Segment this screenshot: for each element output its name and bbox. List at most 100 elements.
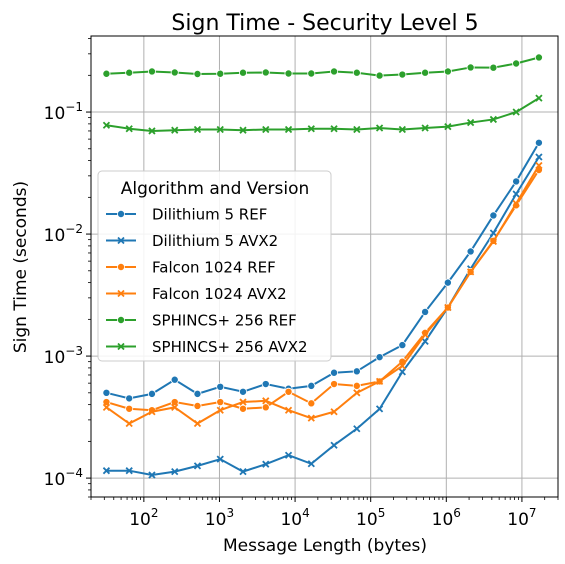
y-tick-label: 10−3	[44, 344, 83, 368]
data-point	[261, 403, 270, 412]
data-point-stroke	[375, 124, 384, 132]
data-point	[171, 403, 179, 411]
data-point-stroke	[307, 125, 315, 133]
legend-label: Dilithium 5 REF	[152, 206, 267, 224]
data-point	[421, 330, 429, 339]
data-point-stroke	[489, 229, 498, 237]
x-tick-label: 103	[205, 506, 234, 530]
legend-item: SPHINCS+ 256 AVX2	[106, 338, 308, 356]
x-tick-exponent: 7	[529, 506, 537, 520]
data-point-stroke	[444, 303, 452, 312]
data-point	[102, 388, 111, 397]
data-point	[102, 69, 111, 78]
data-point	[239, 126, 247, 134]
x-tick-base: 10	[507, 510, 529, 530]
data-point	[489, 63, 498, 72]
data-point	[534, 53, 543, 62]
data-point-stroke	[171, 467, 179, 476]
data-point-stroke	[125, 125, 133, 133]
data-point	[307, 381, 316, 390]
data-point	[512, 190, 520, 198]
legend-label: SPHINCS+ 256 REF	[152, 312, 297, 330]
data-point	[512, 177, 521, 186]
x-tick-base: 10	[280, 510, 302, 530]
y-tick-label: 10−2	[44, 222, 83, 246]
legend-item: Falcon 1024 AVX2	[106, 285, 287, 303]
data-point	[125, 467, 133, 475]
data-point	[352, 367, 361, 376]
data-point	[489, 211, 498, 220]
x-tick-exponent: 2	[151, 506, 159, 520]
data-point-stroke	[239, 126, 247, 134]
data-point	[398, 362, 406, 370]
y-tick-label: 10−4	[44, 466, 83, 490]
legend-item: Dilithium 5 AVX2	[106, 232, 278, 250]
data-point-stroke	[489, 115, 498, 124]
y-tick-base: 10	[44, 470, 66, 490]
data-point-stroke	[284, 125, 293, 134]
data-point	[117, 262, 126, 271]
data-point-stroke	[262, 125, 270, 134]
data-point	[102, 467, 111, 475]
data-point-stroke	[512, 108, 520, 116]
data-point-stroke	[193, 462, 202, 470]
data-point	[353, 125, 361, 134]
data-point	[512, 199, 520, 208]
data-point	[421, 68, 430, 77]
data-point	[284, 387, 293, 396]
data-point	[443, 67, 452, 76]
y-tick-exponent: −2	[65, 222, 83, 236]
series-line	[106, 156, 540, 477]
x-tick-exponent: 6	[453, 506, 461, 520]
data-point	[330, 408, 338, 416]
series	[102, 161, 543, 428]
data-point-stroke	[398, 362, 406, 370]
data-point-stroke	[330, 441, 338, 449]
data-point	[466, 63, 475, 72]
data-point	[489, 115, 498, 124]
data-point	[193, 125, 202, 134]
data-point	[443, 278, 452, 287]
data-point	[262, 125, 270, 134]
data-point	[307, 460, 315, 468]
data-point	[261, 380, 270, 389]
data-point-stroke	[117, 289, 125, 298]
data-point-stroke	[375, 405, 384, 413]
data-point	[535, 153, 543, 161]
y-axis-label: Sign Time (seconds)	[11, 181, 31, 353]
data-point	[421, 124, 429, 132]
x-tick-label: 105	[356, 506, 385, 530]
data-point	[147, 67, 156, 76]
data-point-stroke	[216, 406, 224, 414]
data-point-stroke	[148, 127, 156, 135]
data-point	[261, 68, 270, 77]
data-point-stroke	[330, 408, 338, 416]
data-point	[262, 397, 270, 405]
data-point	[193, 70, 202, 79]
data-point	[148, 471, 156, 479]
legend-item: Falcon 1024 REF	[106, 259, 276, 277]
data-point-stroke	[125, 419, 133, 428]
chart-title: Sign Time - Security Level 5	[171, 11, 478, 36]
data-point	[117, 315, 126, 324]
data-point-stroke	[375, 377, 384, 386]
data-point	[330, 67, 339, 76]
data-point	[330, 380, 339, 389]
legend-label: Falcon 1024 AVX2	[152, 285, 287, 303]
data-point	[398, 341, 407, 350]
data-point	[444, 122, 452, 131]
legend-item: Dilithium 5 REF	[106, 206, 267, 224]
data-point-stroke	[307, 414, 315, 422]
data-point-stroke	[535, 94, 543, 102]
data-point	[421, 307, 430, 316]
legend-item: SPHINCS+ 256 REF	[106, 312, 297, 330]
data-point	[102, 398, 111, 407]
y-tick-base: 10	[44, 104, 66, 124]
data-point-stroke	[398, 368, 406, 376]
data-point	[148, 408, 156, 416]
data-point	[102, 121, 111, 129]
data-point	[117, 236, 125, 245]
legend: Algorithm and Version Dilithium 5 REFDil…	[97, 170, 332, 362]
x-tick-base: 10	[432, 510, 454, 530]
